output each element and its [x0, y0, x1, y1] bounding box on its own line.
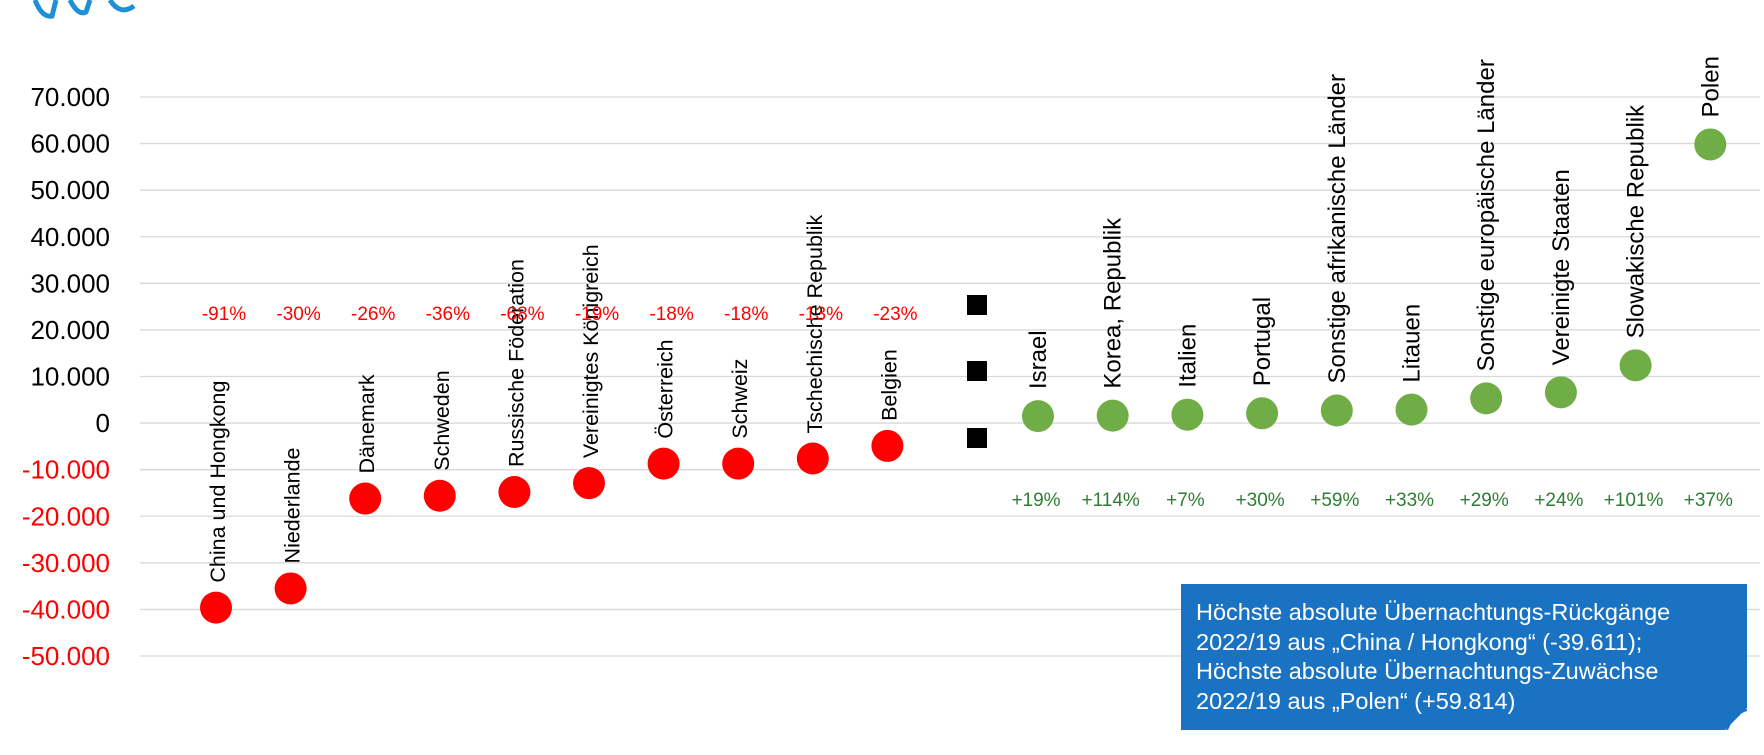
data-point — [349, 482, 382, 515]
callout-line-3: Höchste absolute Übernachtungs-Zuwächse — [1196, 658, 1659, 684]
data-point — [1096, 399, 1129, 432]
y-tick-label: 30.000 — [30, 268, 110, 298]
percent-change-label: -30% — [276, 304, 320, 325]
category-label: Russische Föderation — [504, 259, 528, 467]
data-point — [871, 429, 904, 462]
category-label: Schweden — [430, 370, 454, 470]
data-point — [423, 479, 456, 512]
percent-change-label: -18% — [649, 304, 693, 325]
data-point — [1544, 376, 1577, 409]
category-label: China und Hongkong — [206, 381, 230, 583]
callout-line-1: Höchste absolute Übernachtungs-Rückgänge — [1196, 599, 1671, 625]
y-tick-label: 10.000 — [30, 362, 110, 392]
y-tick-label: -40.000 — [22, 594, 110, 624]
category-label: Korea, Republik — [1100, 217, 1127, 389]
percent-change-label: -23% — [873, 304, 917, 325]
percent-change-label: -36% — [426, 304, 470, 325]
page-curl-icon — [1725, 708, 1747, 730]
y-tick-label: -30.000 — [22, 548, 110, 578]
percent-change-label: -26% — [351, 304, 395, 325]
category-labels: China und Hongkong Niederlande Dänemark Sch… — [206, 56, 1724, 583]
data-point — [1022, 400, 1054, 433]
data-point — [1470, 382, 1503, 415]
category-label: Vereinigte Staaten — [1548, 169, 1575, 365]
data-points — [200, 128, 1727, 624]
y-tick-label: -20.000 — [22, 501, 110, 531]
category-label: Polen — [1697, 56, 1724, 117]
callout-line-2: 2022/19 aus „China / Hongkong“ (-39.611)… — [1196, 628, 1643, 655]
percent-change-label: +101% — [1604, 490, 1664, 511]
data-point — [200, 591, 232, 624]
percent-change-label: +7% — [1166, 490, 1205, 511]
callout-line-4: 2022/19 aus „Polen“ (+59.814) — [1196, 687, 1516, 714]
percent-change-label: -19% — [575, 304, 619, 325]
category-label: Österreich — [654, 339, 678, 438]
percent-change-label: +30% — [1236, 490, 1285, 511]
percent-change-label: +59% — [1310, 490, 1359, 511]
data-point — [722, 447, 755, 480]
grid-lines — [140, 96, 1760, 657]
data-point — [796, 442, 829, 475]
y-tick-label: 70.000 — [30, 82, 110, 112]
category-label: Belgien — [877, 349, 901, 421]
category-label: Litauen — [1399, 304, 1426, 383]
category-label: Tschechische Republik — [803, 215, 827, 434]
category-label: Sonstige afrikanische Länder — [1324, 74, 1351, 384]
y-tick-label: -50.000 — [22, 641, 110, 671]
y-tick-label: 50.000 — [30, 175, 110, 205]
percent-change-label: -13% — [799, 304, 843, 325]
logo-fragment — [32, 0, 136, 19]
category-label: Vereinigtes Königreich — [579, 244, 603, 458]
percent-change-label: +114% — [1082, 490, 1140, 511]
data-point — [1694, 128, 1727, 161]
data-point — [1619, 349, 1652, 382]
category-label: Dänemark — [355, 374, 379, 473]
percent-change-label: -18% — [724, 304, 768, 325]
percent-change-label: +33% — [1385, 490, 1434, 511]
category-label: Portugal — [1249, 297, 1276, 386]
y-tick-label: 20.000 — [30, 315, 110, 345]
data-point — [498, 476, 531, 509]
y-tick-label: 0 — [96, 408, 110, 438]
category-label: Niederlande — [281, 448, 305, 564]
percent-change-label: +29% — [1460, 490, 1509, 511]
category-label: Slowakische Republik — [1623, 104, 1650, 338]
separator-square — [967, 295, 987, 315]
percent-change-label: -68% — [500, 304, 544, 325]
category-label: Italien — [1174, 324, 1201, 388]
info-callout: Höchste absolute Übernachtungs-Rückgänge… — [1181, 584, 1747, 730]
separator-square — [967, 361, 987, 381]
y-tick-label: 40.000 — [30, 222, 110, 252]
y-tick-label: 60.000 — [30, 129, 110, 159]
data-point — [274, 572, 307, 605]
percent-change-label: +24% — [1534, 490, 1583, 511]
data-point — [1171, 398, 1204, 431]
y-axis-ticks: 70.000 60.000 50.000 40.000 30.000 20.000 10.0… — [22, 82, 110, 671]
separator-square — [967, 428, 987, 448]
data-point — [1395, 393, 1428, 426]
separator-markers — [967, 295, 987, 448]
data-point — [573, 467, 605, 500]
percent-change-label: +37% — [1684, 490, 1733, 511]
percent-change-label: -91% — [202, 304, 246, 325]
y-tick-label: -10.000 — [22, 455, 110, 485]
percent-labels: -91% -30% -26% -36% -68% -19% -18% -18% -13% -23%… — [202, 304, 1733, 511]
data-point — [1320, 394, 1353, 427]
percent-change-label: +19% — [1011, 490, 1060, 511]
category-label: Sonstige europäische Länder — [1473, 59, 1500, 371]
data-point — [647, 447, 680, 480]
data-point — [1246, 397, 1279, 430]
category-label: Israel — [1025, 330, 1052, 389]
category-label: Schweiz — [728, 359, 752, 439]
